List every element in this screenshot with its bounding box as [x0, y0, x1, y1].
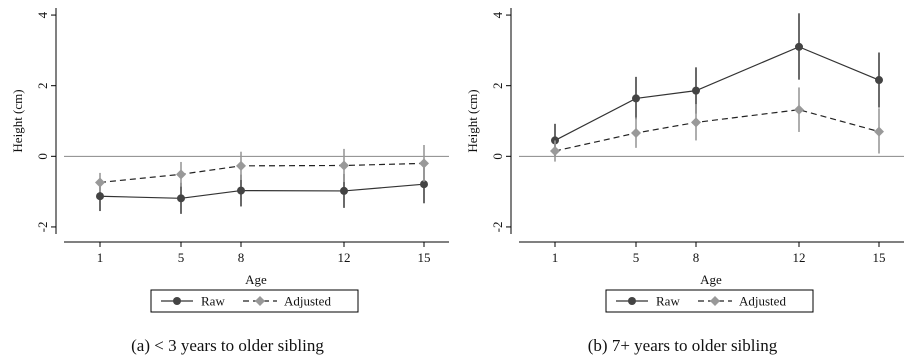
- x-tick-label: 12: [338, 250, 351, 265]
- point-adjusted: [236, 160, 246, 171]
- point-raw: [177, 194, 185, 203]
- x-tick-label: 1: [97, 250, 104, 265]
- panel-a: -2 0 2 4 Height (cm) 1 5 8 12 15 Age Raw Adjusted (a…: [10, 8, 449, 355]
- y-tick-label: 0: [35, 153, 50, 160]
- legend-label-raw: Raw: [656, 294, 680, 309]
- y-axis-title: Height (cm): [10, 89, 25, 152]
- series-line-raw: [554, 46, 880, 141]
- x-axis-title: Age: [245, 272, 267, 287]
- x-axis-title: Age: [700, 272, 722, 287]
- point-adjusted: [550, 146, 560, 157]
- point-adjusted: [631, 128, 641, 139]
- legend-label-raw: Raw: [201, 294, 225, 309]
- y-tick-label: 0: [490, 153, 505, 160]
- x-tick-label: 8: [693, 250, 700, 265]
- point-raw: [875, 76, 883, 85]
- point-raw: [340, 186, 348, 195]
- x-tick-label: 5: [633, 250, 640, 265]
- x-tick-label: 5: [178, 250, 185, 265]
- y-tick-label: 2: [35, 82, 50, 89]
- legend: Raw Adjusted: [605, 289, 814, 313]
- x-tick-label: 15: [873, 250, 886, 265]
- point-adjusted: [419, 158, 429, 169]
- x-tick-label: 1: [552, 250, 559, 265]
- point-raw: [237, 186, 245, 195]
- y-tick-label: 4: [35, 11, 50, 18]
- point-raw: [795, 42, 803, 51]
- series-line-adjusted: [99, 162, 425, 184]
- point-adjusted: [95, 177, 105, 188]
- caption-b: (b) 7+ years to older sibling: [587, 336, 778, 355]
- legend: Raw Adjusted: [150, 289, 359, 313]
- y-axis-title: Height (cm): [465, 89, 480, 152]
- caption-a: (a) < 3 years to older sibling: [131, 336, 324, 355]
- point-adjusted: [794, 104, 804, 115]
- legend-marker-raw: [628, 297, 636, 305]
- point-adjusted: [874, 126, 884, 137]
- x-tick-label: 15: [418, 250, 431, 265]
- series-line-adjusted: [554, 109, 880, 152]
- legend-marker-adjusted: [255, 296, 265, 306]
- point-adjusted: [691, 117, 701, 128]
- x-tick-label: 12: [793, 250, 806, 265]
- point-raw: [96, 192, 104, 201]
- legend-label-adjusted: Adjusted: [739, 294, 786, 309]
- y-tick-label: -2: [35, 222, 50, 233]
- x-tick-label: 8: [238, 250, 245, 265]
- point-adjusted: [176, 169, 186, 180]
- legend-label-adjusted: Adjusted: [284, 294, 331, 309]
- series-line-raw: [99, 183, 425, 199]
- point-raw: [692, 86, 700, 95]
- point-raw: [632, 94, 640, 103]
- legend-marker-adjusted: [710, 296, 720, 306]
- y-tick-label: 4: [490, 11, 505, 18]
- y-tick-label: 2: [490, 82, 505, 89]
- legend-marker-raw: [173, 297, 181, 305]
- point-adjusted: [339, 160, 349, 171]
- point-raw: [420, 180, 428, 189]
- y-tick-label: -2: [490, 222, 505, 233]
- panel-b: -2 0 2 4 Height (cm) 1 5 8 12 15 Age Raw Adjusted (b…: [455, 0, 910, 362]
